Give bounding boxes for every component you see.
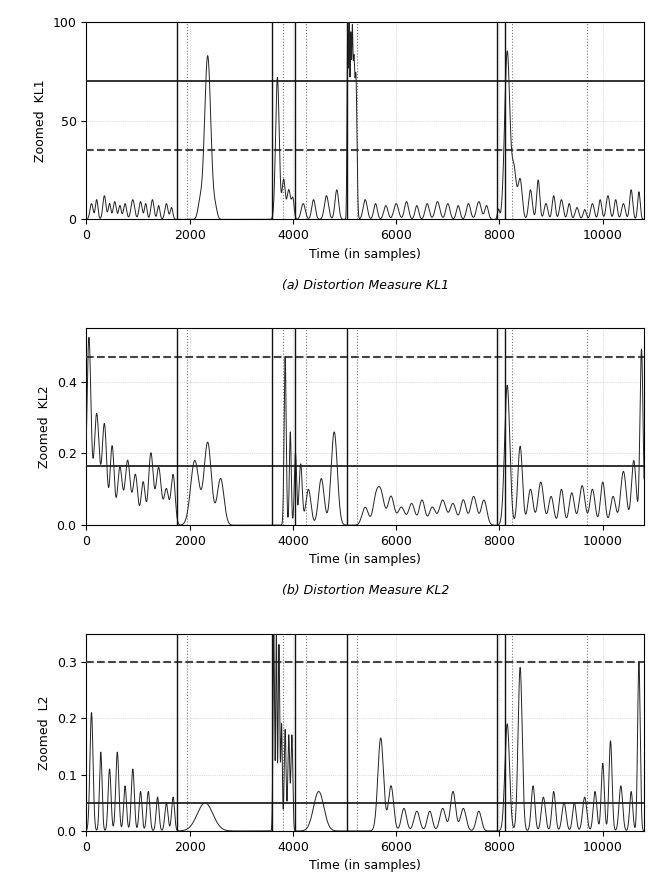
Y-axis label: Zoomed  L2: Zoomed L2	[38, 695, 51, 770]
Y-axis label: Zoomed  KL2: Zoomed KL2	[38, 385, 51, 468]
X-axis label: Time (in samples): Time (in samples)	[309, 859, 421, 873]
X-axis label: Time (in samples): Time (in samples)	[309, 553, 421, 567]
X-axis label: Time (in samples): Time (in samples)	[309, 248, 421, 261]
Y-axis label: Zoomed  KL1: Zoomed KL1	[34, 80, 47, 162]
Text: (a) Distortion Measure KL1: (a) Distortion Measure KL1	[282, 278, 449, 292]
Text: (b) Distortion Measure KL2: (b) Distortion Measure KL2	[282, 584, 449, 598]
